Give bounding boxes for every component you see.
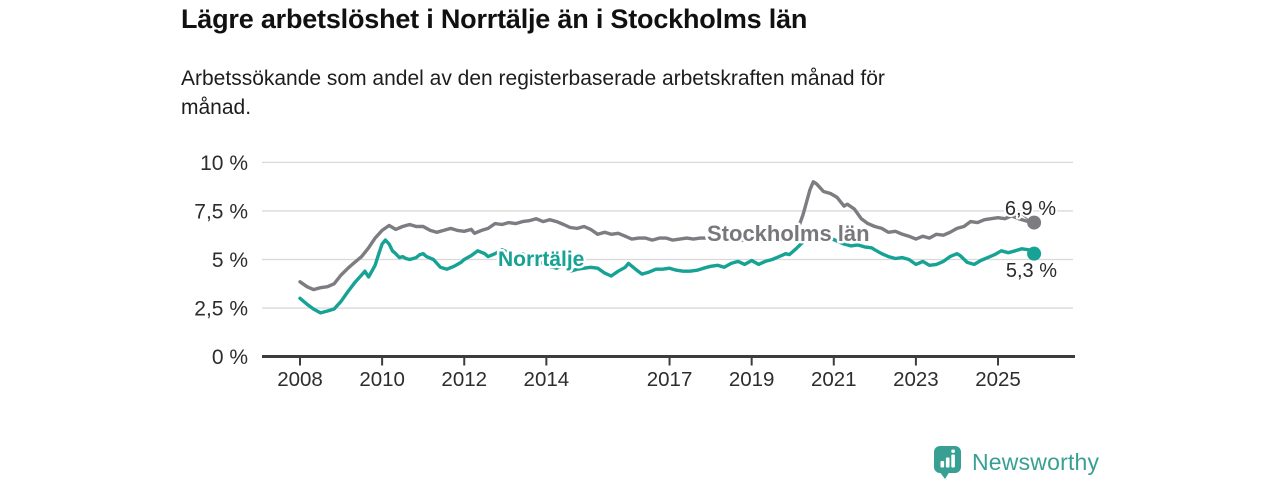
y-tick-label: 2,5 % xyxy=(194,298,248,321)
brand-name: Newsworthy xyxy=(972,448,1100,475)
x-tick-label: 2017 xyxy=(647,368,693,391)
x-tick-label: 2021 xyxy=(811,368,857,391)
series-end-dot-norrtalje xyxy=(1027,246,1042,261)
series-line-norrtalje xyxy=(298,232,1034,315)
newsworthy-brand: Newsworthy xyxy=(933,444,1099,480)
end-value-label-norrtalje: 5,3 % xyxy=(1006,260,1057,282)
x-tick-label: 2023 xyxy=(893,368,939,391)
x-tick-label: 2008 xyxy=(277,368,323,391)
series-line-stockholms-lan xyxy=(298,180,1034,292)
y-tick-label: 5 % xyxy=(212,249,248,272)
x-tick-label: 2014 xyxy=(524,368,570,391)
x-tick-label: 2012 xyxy=(441,368,487,391)
chart-header: Lägre arbetslöshet i Norrtälje än i Stoc… xyxy=(181,2,1081,122)
x-tick-label: 2019 xyxy=(729,368,775,391)
subtitle-line-1: Arbetssökande som andel av den registerb… xyxy=(181,67,885,90)
series-label-norrtalje: Norrtälje xyxy=(498,248,584,271)
chart-subtitle: Arbetssökande som andel av den registerb… xyxy=(181,64,1081,122)
y-tick-label: 0 % xyxy=(212,346,248,369)
page-title: Lägre arbetslöshet i Norrtälje än i Stoc… xyxy=(181,4,808,34)
newsworthy-logo-icon xyxy=(934,446,961,479)
x-tick-label: 2010 xyxy=(359,368,405,391)
x-tick-label: 2025 xyxy=(975,368,1021,391)
subtitle-line-2: månad. xyxy=(181,96,252,119)
series-end-dot-stockholms-lan xyxy=(1027,215,1042,230)
y-tick-label: 10 % xyxy=(200,152,248,175)
series-label-stockholms-lan: Stockholms län xyxy=(707,221,870,246)
y-tick-label: 7,5 % xyxy=(194,200,248,223)
